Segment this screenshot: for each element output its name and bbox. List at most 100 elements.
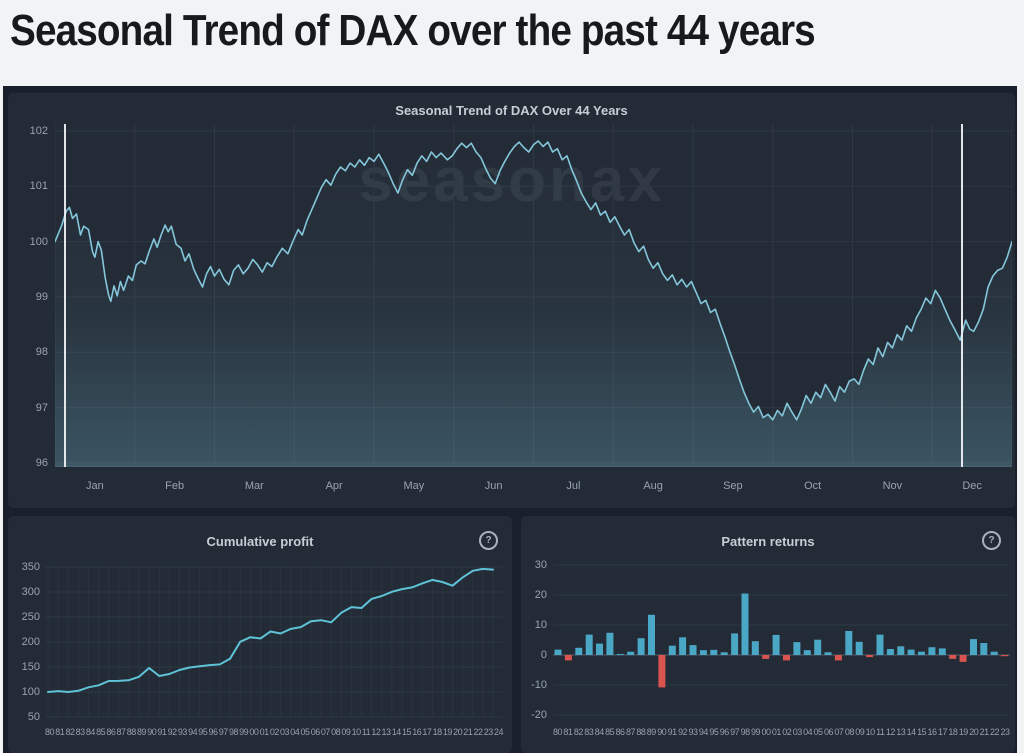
y-tick-label: 96 — [35, 456, 48, 469]
x-tick-label: 24 — [493, 727, 504, 737]
seasonal-chart-panel: Seasonal Trend of DAX Over 44 Years seas… — [8, 93, 1015, 508]
x-tick-label: 01 — [259, 727, 270, 737]
x-tick-label: 89 — [646, 727, 657, 737]
x-tick-label: 21 — [979, 727, 990, 737]
y-tick-label: 300 — [21, 586, 40, 598]
x-tick-label: 92 — [167, 727, 178, 737]
x-tick-label: Sep — [723, 480, 743, 492]
x-tick-label: 96 — [208, 727, 219, 737]
x-tick-label: 01 — [771, 727, 782, 737]
x-tick-label: 85 — [96, 727, 106, 737]
x-tick-label: 90 — [147, 727, 157, 737]
x-tick-label: 97 — [218, 727, 229, 737]
x-tick-label: 80 — [553, 727, 563, 737]
x-tick-label: 94 — [698, 727, 709, 737]
x-tick-label: 05 — [813, 727, 824, 737]
x-tick-label: Dec — [962, 480, 982, 492]
x-tick-label: 17 — [937, 727, 948, 737]
x-tick-label: 90 — [657, 727, 667, 737]
x-tick-label: 09 — [855, 727, 865, 737]
x-tick-label: 88 — [126, 727, 137, 737]
x-tick-label: 06 — [310, 727, 321, 737]
y-tick-label: 20 — [534, 589, 547, 601]
x-tick-label: May — [403, 480, 425, 492]
x-tick-label: 96 — [719, 727, 730, 737]
page-title: Seasonal Trend of DAX over the past 44 y… — [10, 6, 816, 55]
x-tick-label: 97 — [730, 727, 740, 737]
x-tick-label: 12 — [371, 727, 381, 737]
x-tick-label: 82 — [65, 727, 75, 737]
x-tick-label: 84 — [594, 727, 605, 737]
cumulative-line-chart — [45, 566, 503, 718]
y-tick-label: 100 — [29, 235, 48, 248]
x-tick-label: 08 — [331, 727, 341, 737]
x-tick-label: Nov — [882, 480, 903, 492]
x-tick-label: 83 — [584, 727, 594, 737]
x-tick-label: 82 — [573, 727, 584, 737]
x-tick-label: 20 — [453, 727, 463, 737]
x-tick-label: 13 — [896, 727, 906, 737]
x-tick-label: 80 — [45, 727, 55, 737]
x-tick-label: 14 — [391, 727, 402, 737]
x-tick-label: Oct — [804, 480, 822, 492]
x-tick-label: 03 — [280, 727, 290, 737]
x-tick-label: 12 — [885, 727, 896, 737]
x-tick-label: 95 — [198, 727, 208, 737]
x-tick-label: 10 — [351, 727, 362, 737]
x-tick-label: 19 — [442, 727, 453, 737]
x-tick-label: 87 — [625, 727, 636, 737]
cumulative-profit-title: Cumulative profit — [206, 534, 314, 549]
x-tick-label: 22 — [473, 727, 484, 737]
x-tick-label: 23 — [483, 727, 494, 737]
x-tick-label: 93 — [177, 727, 188, 737]
x-tick-label: 81 — [55, 727, 65, 737]
x-tick-label: 00 — [761, 727, 771, 737]
x-tick-label: Jul — [566, 480, 581, 492]
x-tick-label: 02 — [782, 727, 792, 737]
range-cursor-end[interactable] — [960, 124, 963, 467]
pattern-returns-title: Pattern returns — [721, 534, 815, 549]
x-tick-label: 89 — [136, 727, 147, 737]
x-tick-label: 03 — [792, 727, 803, 737]
x-tick-label: 21 — [463, 727, 473, 737]
x-tick-label: 94 — [188, 727, 198, 737]
x-tick-label: 91 — [157, 727, 167, 737]
pattern-returns-panel: Pattern returns ? 30 20 10 0 -10 -20 80 81 82 83… — [521, 516, 1015, 753]
help-icon[interactable]: ? — [479, 531, 498, 550]
help-icon[interactable]: ? — [982, 531, 1001, 550]
cumulative-profit-panel: Cumulative profit ? 350 300 250 200 150 100 50… — [8, 516, 512, 753]
y-tick-label: 150 — [21, 661, 40, 673]
x-tick-label: 04 — [803, 727, 813, 737]
x-tick-label: 22 — [990, 727, 1000, 737]
x-tick-label: 14 — [906, 727, 917, 737]
y-tick-label: 0 — [540, 649, 547, 661]
y-tick-label: 100 — [21, 686, 40, 698]
x-tick-label: 00 — [249, 727, 259, 737]
x-tick-label: 23 — [1000, 727, 1010, 737]
x-tick-label: 84 — [85, 727, 96, 737]
x-tick-label: 15 — [401, 727, 412, 737]
x-tick-label: 15 — [917, 727, 927, 737]
x-tick-label: 08 — [844, 727, 855, 737]
cumulative-x-axis: 80 81 82 83 84 85 86 87 88 89 90 91 92 93 94 95 96 97 98 99… — [45, 726, 503, 738]
x-tick-label: 07 — [834, 727, 844, 737]
pattern-bar-chart — [553, 564, 1010, 716]
pattern-x-axis: 80 81 82 83 84 85 86 87 88 89 90 91 92 93 94 95 96 97 98 99… — [553, 726, 1010, 738]
y-tick-label: 30 — [534, 559, 547, 571]
x-tick-label: Jun — [484, 480, 503, 492]
x-tick-label: 19 — [958, 727, 969, 737]
x-tick-label: Apr — [325, 480, 343, 492]
x-tick-label: 81 — [563, 727, 573, 737]
y-tick-label: -20 — [531, 709, 547, 721]
x-tick-label: 11 — [876, 727, 885, 737]
x-tick-label: 06 — [823, 727, 834, 737]
y-tick-label: 250 — [21, 611, 40, 623]
seasonal-chart-title: Seasonal Trend of DAX Over 44 Years — [395, 103, 628, 118]
x-tick-label: 20 — [969, 727, 979, 737]
x-tick-label: 92 — [678, 727, 688, 737]
x-tick-label: 16 — [927, 727, 938, 737]
x-tick-label: 99 — [751, 727, 761, 737]
range-cursor-start[interactable] — [64, 124, 67, 467]
x-tick-label: 13 — [381, 727, 392, 737]
x-tick-label: 07 — [320, 727, 331, 737]
